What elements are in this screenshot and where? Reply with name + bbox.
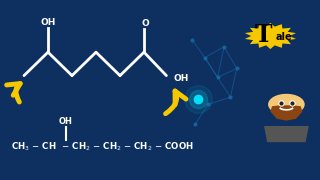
Circle shape: [269, 94, 304, 114]
Polygon shape: [264, 126, 309, 142]
Text: O: O: [142, 19, 149, 28]
Text: OH: OH: [40, 18, 56, 27]
Text: T: T: [255, 22, 272, 47]
Polygon shape: [270, 105, 302, 121]
Polygon shape: [245, 23, 296, 49]
Text: OH: OH: [59, 117, 73, 126]
Text: CH$_3$ $-$ CH  $-$ CH$_2$ $-$ CH$_2$ $-$ CH$_2$ $-$ COOH: CH$_3$ $-$ CH $-$ CH$_2$ $-$ CH$_2$ $-$ …: [11, 140, 194, 153]
Text: OH: OH: [173, 74, 189, 83]
Text: ale: ale: [276, 32, 292, 42]
